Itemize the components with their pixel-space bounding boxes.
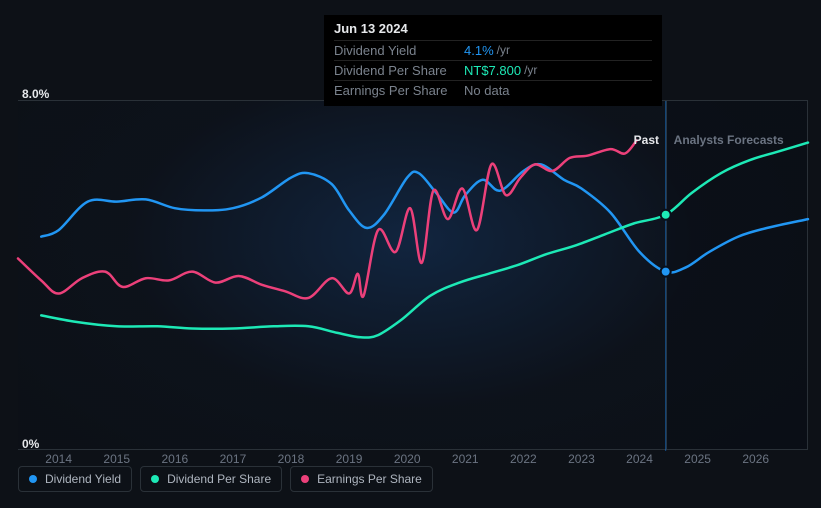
x-tick: 2017	[220, 452, 247, 466]
legend-dot-icon	[29, 475, 37, 483]
x-tick: 2026	[742, 452, 769, 466]
tooltip-value: 4.1%	[464, 43, 494, 58]
y-axis-max-label: 8.0%	[22, 87, 49, 101]
series-earnings_per_share	[18, 140, 637, 298]
tooltip-value: No data	[464, 83, 510, 98]
tooltip-row: Earnings Per ShareNo data	[334, 80, 652, 100]
plot-background: Past Analysts Forecasts	[18, 100, 808, 450]
x-tick: 2014	[45, 452, 72, 466]
tooltip-row: Dividend Yield4.1%/yr	[334, 40, 652, 60]
x-tick: 2018	[278, 452, 305, 466]
x-tick: 2024	[626, 452, 653, 466]
x-tick: 2022	[510, 452, 537, 466]
legend-label: Earnings Per Share	[317, 472, 422, 486]
x-tick: 2015	[103, 452, 130, 466]
x-tick: 2023	[568, 452, 595, 466]
tooltip-value: NT$7.800	[464, 63, 521, 78]
x-tick: 2019	[336, 452, 363, 466]
x-tick: 2020	[394, 452, 421, 466]
tooltip-key: Earnings Per Share	[334, 83, 464, 98]
legend-item-dividend_per_share[interactable]: Dividend Per Share	[140, 466, 282, 492]
legend-dot-icon	[301, 475, 309, 483]
hover-tooltip: Jun 13 2024 Dividend Yield4.1%/yrDividen…	[324, 15, 662, 106]
series-dividend_per_share	[41, 143, 808, 338]
x-tick: 2025	[684, 452, 711, 466]
tooltip-unit: /yr	[524, 63, 537, 78]
y-axis-min-label: 0%	[22, 437, 39, 451]
marker-dividend_yield	[661, 267, 671, 277]
dividend-chart: Past Analysts Forecasts 8.0% 0% 2014 2015…	[0, 0, 821, 508]
tooltip-date: Jun 13 2024	[334, 19, 652, 40]
chart-lines[interactable]	[18, 101, 808, 451]
tooltip-key: Dividend Yield	[334, 43, 464, 58]
chart-legend: Dividend Yield Dividend Per Share Earnings…	[18, 466, 433, 492]
past-label: Past	[634, 133, 659, 147]
forecast-label: Analysts Forecasts	[674, 133, 784, 147]
legend-item-earnings_per_share[interactable]: Earnings Per Share	[290, 466, 433, 492]
tooltip-unit: /yr	[497, 43, 510, 58]
legend-dot-icon	[151, 475, 159, 483]
x-tick: 2016	[161, 452, 188, 466]
marker-dividend_per_share	[661, 210, 671, 220]
tooltip-row: Dividend Per ShareNT$7.800/yr	[334, 60, 652, 80]
tooltip-key: Dividend Per Share	[334, 63, 464, 78]
legend-label: Dividend Yield	[45, 472, 121, 486]
legend-label: Dividend Per Share	[167, 472, 271, 486]
legend-item-dividend_yield[interactable]: Dividend Yield	[18, 466, 132, 492]
x-tick: 2021	[452, 452, 479, 466]
